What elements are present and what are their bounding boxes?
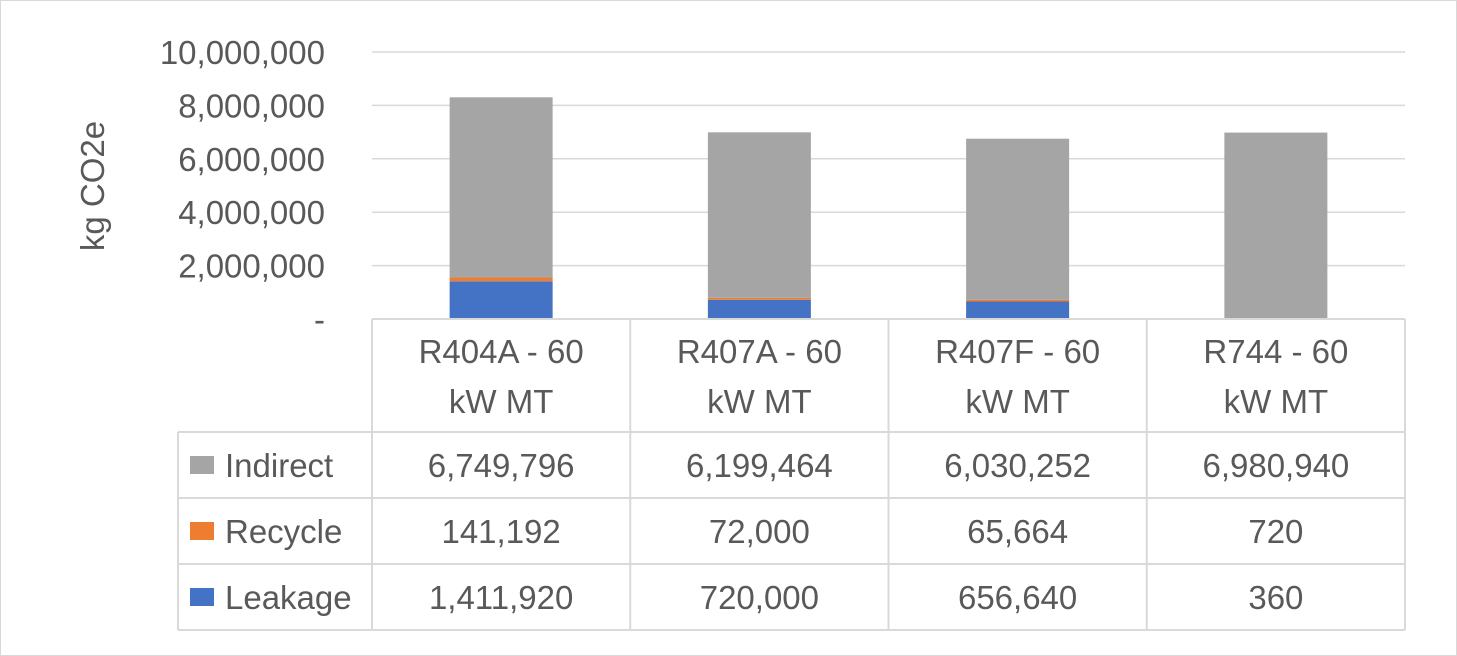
data-table-value: 6,199,464: [686, 447, 833, 484]
data-table-value: 656,640: [958, 579, 1077, 616]
bar-indirect: [966, 138, 1070, 300]
data-table-value: 360: [1248, 579, 1303, 616]
data-table-value: 65,664: [967, 513, 1068, 550]
category-label: kW MT: [965, 383, 1069, 420]
legend-label: Recycle: [225, 513, 342, 550]
bar-indirect: [707, 132, 811, 298]
legend-label: Indirect: [225, 447, 333, 484]
category-label: kW MT: [449, 383, 553, 420]
data-table-value: 72,000: [709, 513, 810, 550]
data-table-value: 6,749,796: [428, 447, 575, 484]
y-tick-label: 4,000,000: [178, 194, 325, 231]
data-table-value: 720: [1248, 513, 1303, 550]
data-table-value: 141,192: [441, 513, 560, 550]
category-label: R407F - 60: [935, 333, 1100, 370]
category-label: kW MT: [1224, 383, 1328, 420]
y-tick-label: 10,000,000: [160, 34, 325, 71]
category-label: R404A - 60: [419, 333, 584, 370]
bar-recycle: [707, 297, 811, 300]
y-axis-label: kg CO2e: [74, 121, 111, 251]
legend-label: Leakage: [225, 579, 352, 616]
category-label: R407A - 60: [677, 333, 842, 370]
bar-leakage: [707, 299, 811, 319]
bar-indirect: [449, 97, 553, 278]
bar-indirect: [1224, 132, 1328, 319]
y-tick-label: 2,000,000: [178, 248, 325, 285]
data-table-value: 720,000: [700, 579, 819, 616]
y-tick-label: 6,000,000: [178, 141, 325, 178]
y-tick-label: -: [314, 301, 325, 338]
data-table-value: 1,411,920: [429, 579, 573, 616]
data-table-value: 6,980,940: [1202, 447, 1349, 484]
bar-recycle: [449, 277, 553, 282]
y-tick-label: 8,000,000: [178, 87, 325, 124]
legend-key-indirect: [190, 456, 214, 474]
legend-key-recycle: [190, 522, 214, 540]
bar-recycle: [966, 299, 1070, 302]
bar-leakage: [449, 281, 553, 319]
category-label: kW MT: [707, 383, 811, 420]
legend-key-leakage: [190, 588, 214, 606]
bar-leakage: [966, 301, 1070, 319]
category-label: R744 - 60: [1203, 333, 1348, 370]
data-table-value: 6,030,252: [944, 447, 1091, 484]
